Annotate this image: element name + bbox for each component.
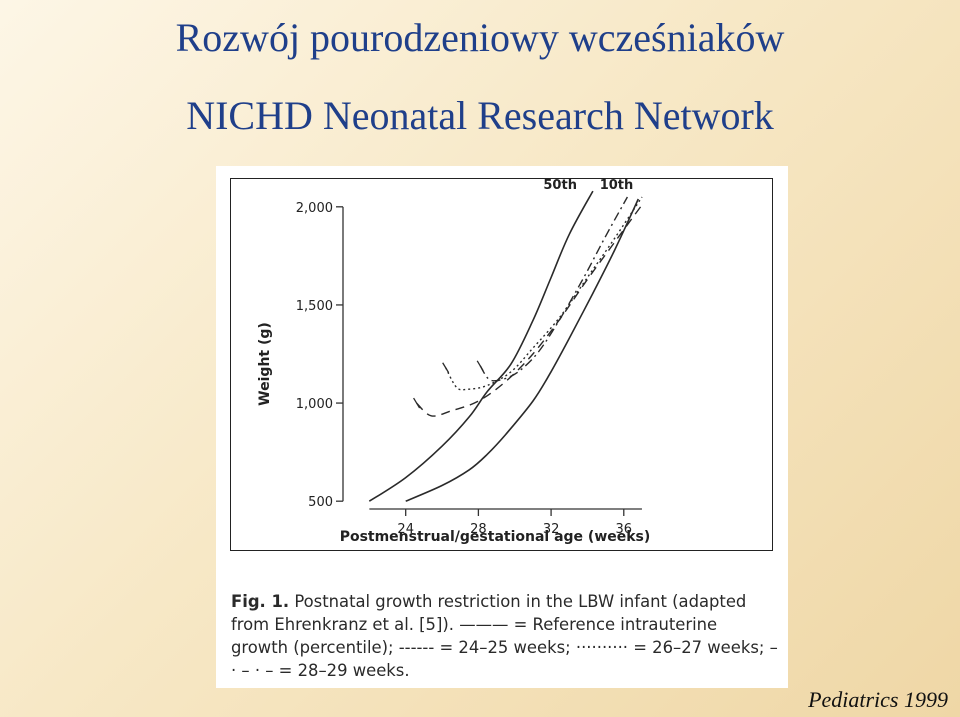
series-label: 50th (543, 179, 577, 193)
series-line-dashdot-4 (479, 196, 629, 382)
caption-text-b: = Reference intrauterine growth (percent… (231, 615, 718, 657)
series-label: 10th (600, 179, 634, 193)
series-line-solid-0 (368, 190, 594, 502)
x-axis-label: Postmenstrual/gestational age (weeks) (340, 529, 651, 545)
source-citation: Pediatrics 1999 (808, 687, 948, 712)
x-tick-label: 28 (470, 522, 487, 537)
y-tick-label: 1,500 (296, 299, 333, 314)
caption-text-e: = 28–29 weeks. (278, 661, 410, 680)
slide-title: Rozwój pourodzeniowy wcześniaków (175, 15, 785, 60)
growth-chart: 500 1,000 1,500 2,000 24 28 32 36 50th 10th Pos… (257, 178, 651, 545)
caption-text-d: = 26–27 weeks; (633, 638, 765, 657)
caption-fig-label: Fig. 1. (231, 592, 290, 611)
caption-dotted-symbol: ·········· (575, 638, 628, 657)
y-tick-label: 2,000 (296, 201, 333, 216)
series-line-solid-1 (405, 198, 640, 502)
slide-subtitle: NICHD Neonatal Research Network (186, 93, 774, 138)
caption-solid-symbol: ——— (459, 615, 509, 634)
y-tick-label: 500 (308, 495, 333, 510)
x-tick-label: 36 (616, 522, 633, 537)
caption-text-a: Postnatal growth restriction in the LBW … (231, 592, 747, 634)
x-tick-label: 32 (543, 522, 560, 537)
x-axis: 24 28 32 36 (369, 508, 642, 537)
curve-start-marker (442, 362, 450, 374)
x-tick-label: 24 (397, 522, 414, 537)
y-tick-label: 1,000 (296, 397, 333, 412)
series-labels: 50th 10th (543, 178, 634, 193)
caption-dashdot-symbol: – · – · – (231, 638, 778, 680)
caption-text-c: = 24–25 weeks; (439, 638, 571, 657)
curve-start-marker (413, 397, 421, 409)
series-group (368, 190, 643, 502)
curve-start-marker (476, 360, 484, 372)
figure-panel: 500 1,000 1,500 2,000 24 28 32 36 50th 10th Pos… (216, 166, 788, 688)
figure-caption: Fig. 1. Postnatal growth restriction in … (231, 590, 779, 682)
y-axis-label: Weight (g) (257, 322, 273, 406)
caption-dashed-symbol: ------ (398, 638, 435, 657)
chart-box: 500 1,000 1,500 2,000 24 28 32 36 50th 10th Pos… (230, 178, 773, 551)
series-line-dashed-2 (416, 204, 643, 417)
y-axis: 500 1,000 1,500 2,000 (296, 201, 344, 510)
